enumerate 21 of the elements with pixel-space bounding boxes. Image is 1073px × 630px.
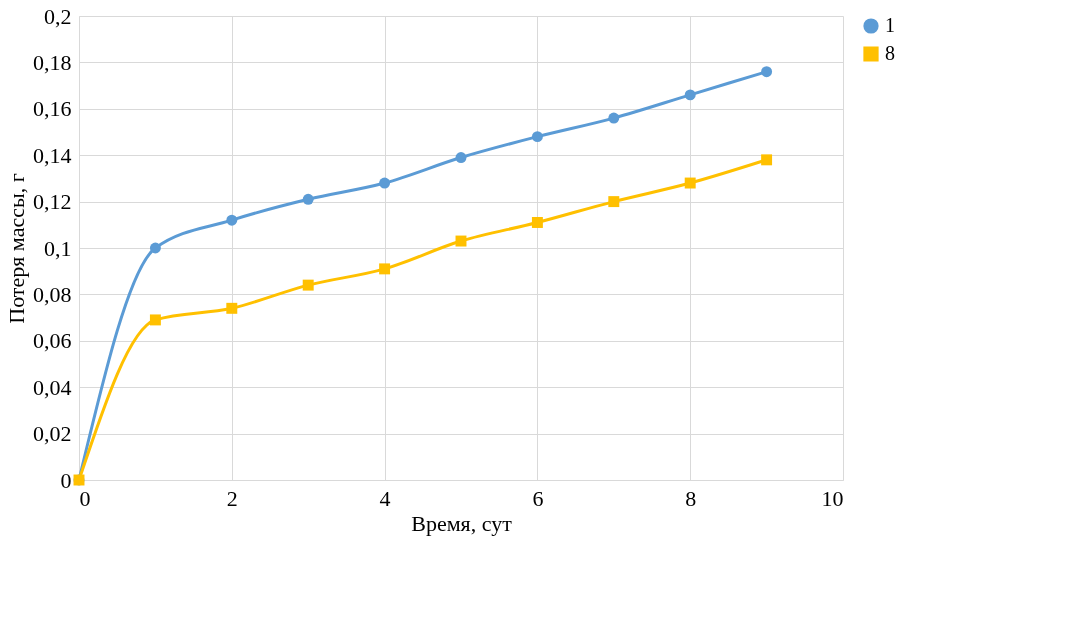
y-tick-label: 0 — [60, 467, 72, 493]
x-tick-label: 0 — [79, 485, 91, 511]
y-tick-label: 0,12 — [33, 189, 72, 215]
x-tick-label: 10 — [821, 485, 844, 511]
x-tick-label: 8 — [685, 485, 697, 511]
y-tick-label: 0,02 — [33, 421, 72, 447]
y-tick-label: 0,1 — [44, 235, 72, 261]
x-tick-label: 6 — [532, 485, 544, 511]
y-tick-label: 0,08 — [33, 281, 72, 307]
x-tick-label: 2 — [226, 485, 238, 511]
y-tick-label: 0,2 — [44, 3, 72, 29]
y-tick-label: 0,18 — [33, 49, 72, 75]
y-axis-title: Потеря массы, г — [4, 173, 29, 324]
y-tick-label: 0,04 — [33, 374, 72, 400]
legend-label: 8 — [885, 42, 895, 64]
legend-label: 1 — [885, 14, 895, 36]
y-tick-label: 0,06 — [33, 328, 72, 354]
x-tick-label: 4 — [379, 485, 391, 511]
y-tick-label: 0,14 — [33, 142, 72, 168]
y-tick-label: 0,16 — [33, 96, 72, 122]
x-axis-title: Время, сут — [411, 510, 513, 536]
